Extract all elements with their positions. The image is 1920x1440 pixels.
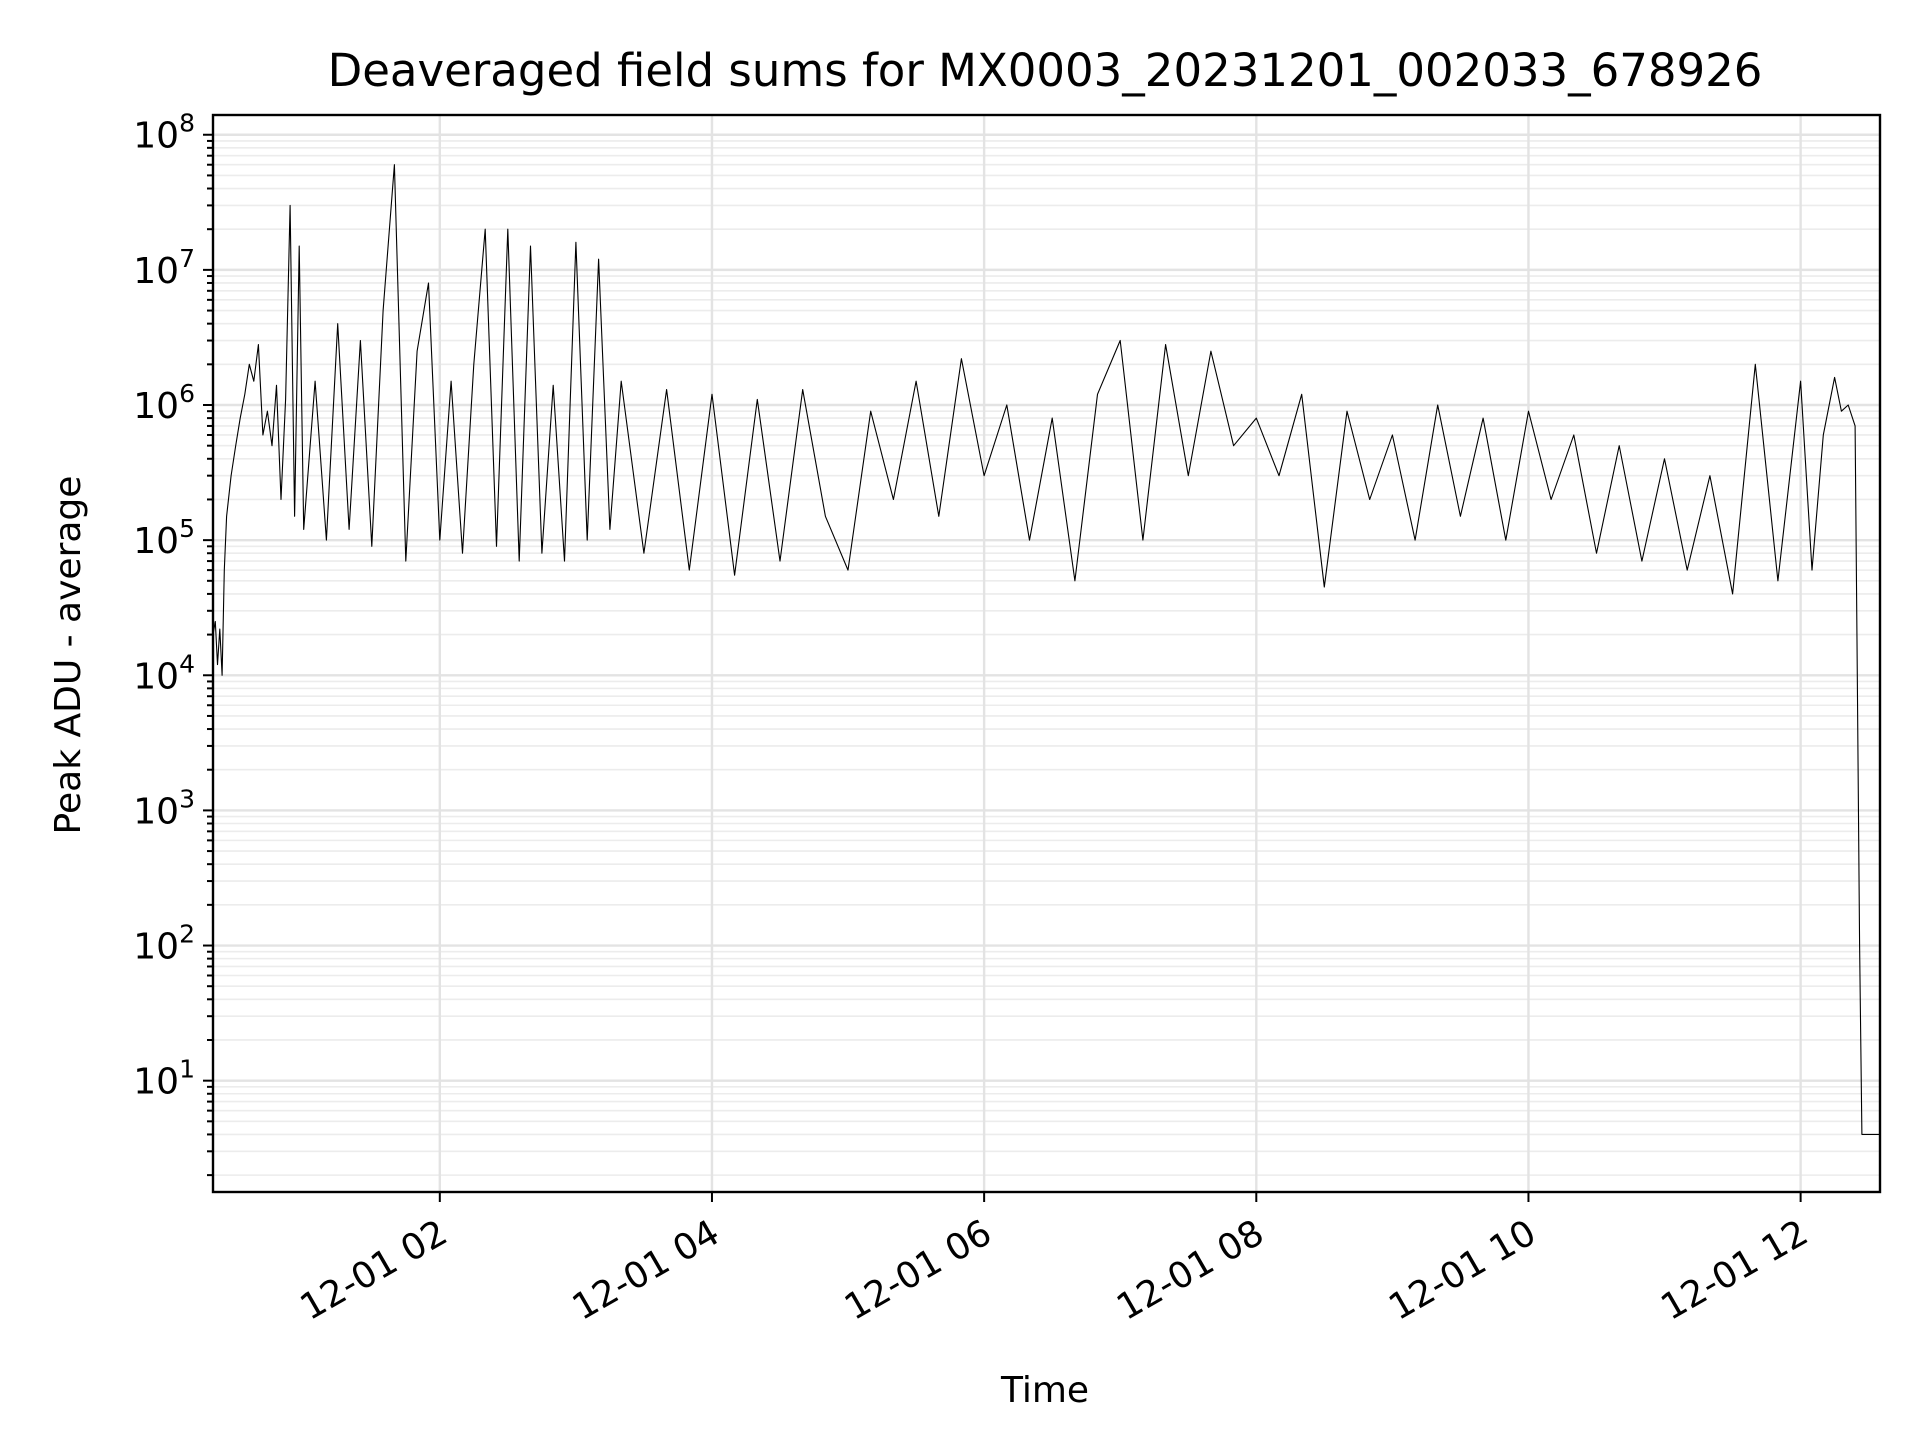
- chart-title: Deaveraged field sums for MX0003_2023120…: [328, 44, 1763, 97]
- plot-frame: [211, 113, 1882, 1194]
- y-tick-base: 10: [133, 386, 179, 427]
- y-tick-base: 10: [133, 927, 179, 968]
- y-tick-base: 10: [133, 1062, 179, 1103]
- y-tick-base: 10: [133, 791, 179, 832]
- y-tick-label: 106: [133, 379, 195, 427]
- y-axis-label: Peak ADU - average: [48, 476, 89, 835]
- y-tick-label: 107: [133, 244, 195, 292]
- y-tick-exponent: 6: [179, 379, 195, 408]
- y-tick-base: 10: [133, 116, 179, 157]
- y-tick-label: 101: [133, 1055, 195, 1103]
- y-tick-exponent: 1: [179, 1055, 195, 1084]
- y-tick-label: 104: [133, 649, 195, 697]
- series-layer: [212, 164, 1880, 1135]
- y-tick-exponent: 8: [179, 109, 195, 138]
- y-tick-base: 10: [133, 251, 179, 292]
- y-tick-label: 108: [133, 109, 195, 157]
- y-tick-exponent: 3: [179, 784, 195, 813]
- y-tick-exponent: 4: [179, 649, 195, 678]
- y-tick-label: 103: [133, 784, 195, 832]
- grid: [213, 115, 1880, 1192]
- x-axis-label: Time: [1000, 1370, 1089, 1411]
- y-tick-base: 10: [133, 521, 179, 562]
- series-line: [212, 164, 1880, 1135]
- y-tick-exponent: 7: [179, 244, 195, 273]
- y-tick-exponent: 5: [179, 514, 195, 543]
- y-tick-base: 10: [133, 656, 179, 697]
- y-tick-exponent: 2: [179, 920, 195, 949]
- y-tick-label: 102: [133, 920, 195, 968]
- y-tick-label: 105: [133, 514, 195, 562]
